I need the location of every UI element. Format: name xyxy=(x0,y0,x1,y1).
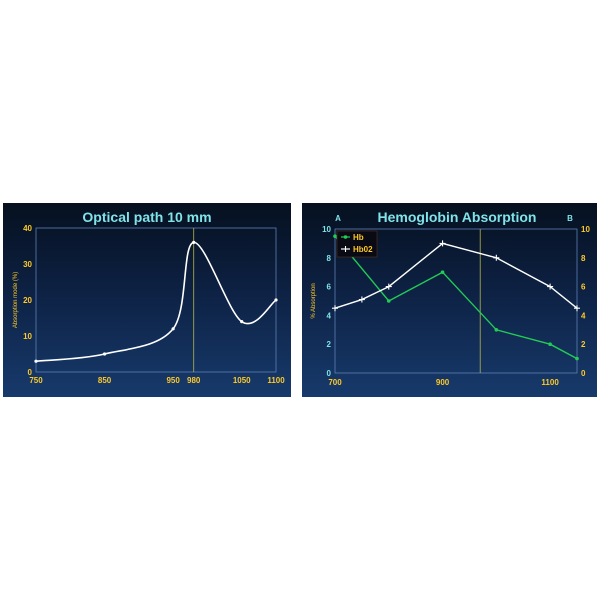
data-point xyxy=(171,327,175,331)
x-tick-label: 1100 xyxy=(267,376,285,385)
data-point-hb xyxy=(575,356,579,361)
optical-path-chart: Optical path 10 mm Absorption mode (%) 0 10… xyxy=(13,209,285,385)
y-tick-label-left: 0 xyxy=(327,369,332,378)
y-axis-label: Absorption mode (%) xyxy=(13,272,19,328)
chart-title: Optical path 10 mm xyxy=(82,209,211,225)
data-point-hb xyxy=(386,299,391,303)
x-tick-label: 1100 xyxy=(541,378,559,387)
plot-frame xyxy=(334,228,578,374)
y-tick-label: 10 xyxy=(23,332,32,341)
data-point xyxy=(274,298,278,302)
x-tick-label: 980 xyxy=(187,376,201,385)
x-tick-label: 850 xyxy=(98,376,112,385)
data-point-hb02 xyxy=(574,305,580,312)
legend-label: Hb02 xyxy=(353,245,373,254)
y-tick-label-left: 6 xyxy=(327,283,332,292)
y-tick-label: 40 xyxy=(23,224,32,233)
data-point xyxy=(102,352,107,356)
legend: Hb Hb02 xyxy=(336,230,378,258)
data-point xyxy=(240,320,244,324)
series-line xyxy=(35,241,277,362)
left-axis-letter: A xyxy=(335,214,341,223)
data-point xyxy=(192,240,196,244)
y-tick-label-left: 8 xyxy=(327,254,332,263)
y-tick-label-right: 0 xyxy=(581,369,586,378)
y-tick-label-right: 6 xyxy=(581,283,586,292)
chart-panel-hemoglobin: Hemoglobin Absorption A B % Absorption 0 0 2 2 4… xyxy=(302,203,597,397)
data-point-hb02 xyxy=(385,283,392,290)
x-tick-label: 900 xyxy=(436,378,450,387)
plot-frame xyxy=(35,227,277,373)
data-point-hb xyxy=(333,234,337,238)
data-point-hb xyxy=(494,328,499,332)
data-point-hb xyxy=(440,270,445,274)
data-point-hb02 xyxy=(358,296,365,303)
x-tick-label: 700 xyxy=(328,378,342,387)
x-tick-label: 750 xyxy=(29,376,43,385)
x-tick-label: 950 xyxy=(166,376,180,385)
hemoglobin-chart: Hemoglobin Absorption A B % Absorption 0 0 2 2 4… xyxy=(311,209,590,387)
y-tick-label: 20 xyxy=(23,296,32,305)
y-tick-label-left: 2 xyxy=(327,340,332,349)
y-tick-label-left: 4 xyxy=(327,311,332,320)
y-axis-label: % Absorption xyxy=(311,283,317,318)
data-point-hb02 xyxy=(439,240,446,247)
data-point-hb02 xyxy=(493,254,500,261)
chart-title: Hemoglobin Absorption xyxy=(378,209,537,225)
legend-swatch-marker xyxy=(343,235,348,239)
data-point-hb xyxy=(548,342,552,346)
y-tick-label-left: 10 xyxy=(322,225,331,234)
y-tick-label-right: 10 xyxy=(581,225,590,234)
right-axis-letter: B xyxy=(567,214,573,223)
y-tick-label-right: 4 xyxy=(581,311,586,320)
y-tick-label-right: 8 xyxy=(581,254,586,263)
data-point xyxy=(34,359,38,363)
y-tick-label: 0 xyxy=(28,368,33,377)
legend-label: Hb xyxy=(353,233,364,242)
legend-box xyxy=(336,230,378,258)
data-point-hb02 xyxy=(547,283,554,290)
legend-swatch-marker xyxy=(342,246,349,252)
x-tick-label: 1050 xyxy=(233,376,251,385)
data-point-hb02 xyxy=(332,305,338,312)
y-tick-label: 30 xyxy=(23,260,32,269)
y-tick-label-right: 2 xyxy=(581,340,586,349)
chart-panel-optical-path: Optical path 10 mm Absorption mode (%) 0 10… xyxy=(3,203,291,397)
